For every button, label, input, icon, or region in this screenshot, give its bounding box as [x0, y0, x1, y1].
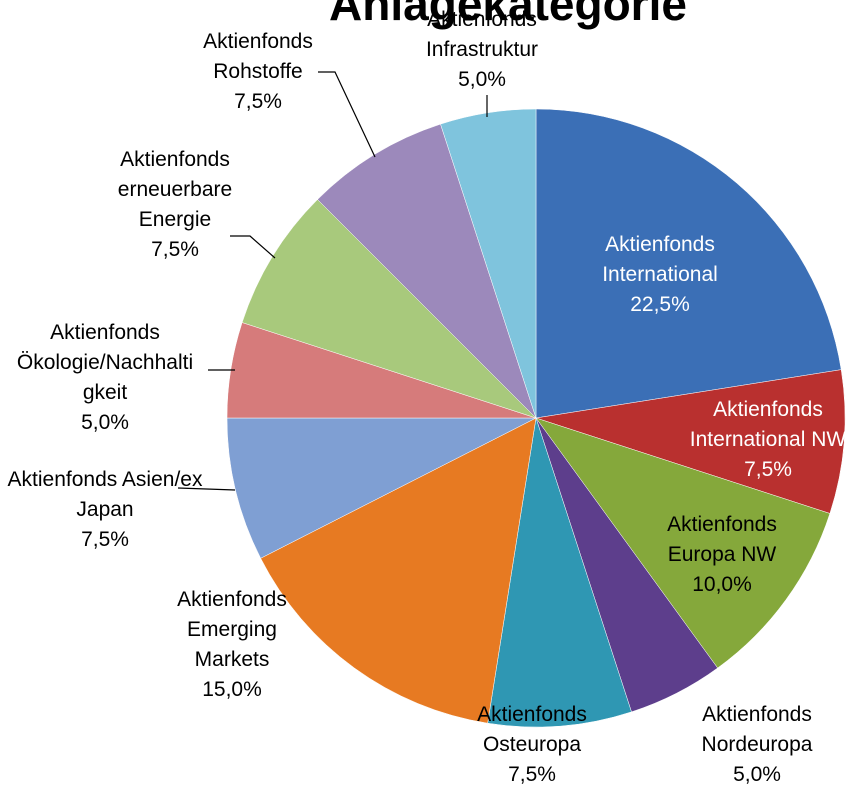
slice-category: Aktienfonds Asien/ex Japan — [7, 468, 203, 521]
leader-line — [230, 235, 276, 259]
slice-label: Aktienfonds Nordeuropa 5,0% — [672, 700, 842, 790]
slice-category: Aktienfonds Osteuropa — [477, 703, 587, 756]
pie-slice — [317, 123, 537, 419]
slice-label: Aktienfonds Europa NW 10,0% — [637, 510, 807, 600]
slice-label: Aktienfonds International NW 7,5% — [688, 395, 846, 485]
slice-category: Aktienfonds Ökologie/Nachhaltigkeit — [16, 321, 194, 404]
slice-label: Aktienfonds Emerging Markets 15,0% — [152, 585, 312, 705]
slice-label: Aktienfonds Ökologie/Nachhaltigkeit 5,0% — [12, 318, 198, 438]
slice-value: 7,5% — [81, 528, 129, 551]
pie-slice — [440, 108, 537, 419]
slice-value: 10,0% — [692, 573, 752, 596]
pie-slice — [535, 417, 831, 669]
leader-line — [318, 71, 376, 158]
pie-slice — [535, 369, 846, 514]
pie-slice — [260, 417, 537, 724]
leader-lines — [177, 71, 488, 491]
slice-label: Aktienfonds erneuerbare Energie 7,5% — [90, 145, 260, 265]
slice-label: Aktienfonds Osteuropa 7,5% — [447, 700, 617, 790]
slice-value: 7,5% — [508, 763, 556, 786]
slice-label: Aktienfonds Rohstoffe 7,5% — [173, 27, 343, 117]
chart-title: Anlagekategorie — [329, 0, 687, 30]
slice-value: 22,5% — [630, 293, 690, 316]
slice-label: Aktienfonds Asien/ex Japan 7,5% — [5, 465, 205, 555]
slice-category: Aktienfonds Infrastruktur — [425, 8, 539, 61]
slice-category: Aktienfonds Nordeuropa — [701, 703, 813, 756]
slice-category: Aktienfonds Rohstoffe — [203, 30, 313, 83]
slice-value: 7,5% — [744, 458, 792, 481]
slice-value: 7,5% — [151, 238, 199, 261]
slice-category: Aktienfonds Europa NW — [667, 513, 777, 566]
pie-slice — [487, 417, 632, 728]
leader-line — [177, 487, 236, 491]
pie-slice — [226, 417, 537, 559]
slice-category: Aktienfonds erneuerbare Energie — [117, 148, 233, 231]
pie-slice — [535, 108, 842, 419]
slice-value: 5,0% — [458, 68, 506, 91]
slice-value: 15,0% — [202, 678, 262, 701]
slice-value: 5,0% — [733, 763, 781, 786]
slice-value: 5,0% — [81, 411, 129, 434]
slice-category: Aktienfonds International NW — [689, 398, 846, 451]
slice-category: Aktienfonds International — [602, 233, 718, 286]
slice-category: Aktienfonds Emerging Markets — [177, 588, 287, 671]
slice-label: Aktienfonds International 22,5% — [570, 230, 750, 320]
slice-value: 7,5% — [234, 90, 282, 113]
slice-label: Aktienfonds Infrastruktur 5,0% — [397, 5, 567, 95]
